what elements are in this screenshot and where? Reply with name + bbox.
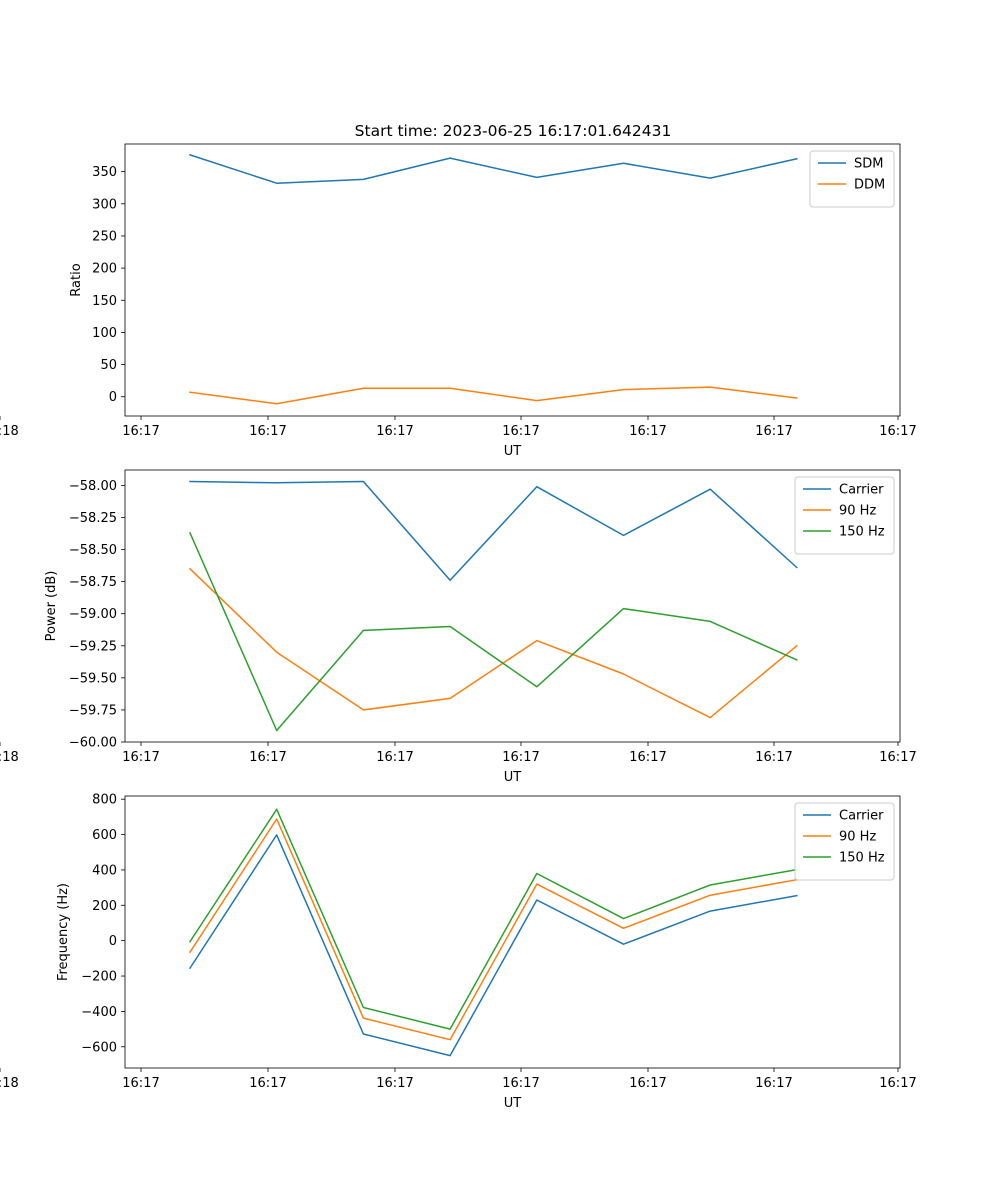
x-tick-label: 16:17 <box>376 424 413 439</box>
x-tick-label: 16:17 <box>502 750 539 765</box>
figure-title: Start time: 2023-06-25 16:17:01.642431 <box>355 122 672 140</box>
legend-label: DDM <box>854 178 885 193</box>
x-tick-label: 16:17 <box>629 750 666 765</box>
y-tick-label: −400 <box>81 1005 117 1020</box>
y-tick-label: 200 <box>92 899 117 914</box>
x-tick-label: 16:17 <box>122 1076 159 1091</box>
x-tick-label: 16:17 <box>376 1076 413 1091</box>
legend-label: SDM <box>854 157 883 172</box>
x-axis-label: UT <box>504 444 522 459</box>
y-tick-label: −600 <box>81 1040 117 1055</box>
axes-frame <box>124 795 901 1069</box>
legend-frame <box>794 802 895 881</box>
y-tick-label: 100 <box>92 326 117 341</box>
y-axis-label: Frequency (Hz) <box>56 883 71 981</box>
legend-frame <box>794 476 895 555</box>
series-line-150-hz <box>189 531 798 732</box>
series-line-90-hz <box>188 567 798 719</box>
x-tick-label: 16:17 <box>879 424 916 439</box>
y-tick-label: −59.50 <box>69 671 117 686</box>
legend-label: 90 Hz <box>839 830 876 845</box>
y-tick-label: 350 <box>92 165 117 180</box>
y-tick-label: 300 <box>92 197 117 212</box>
x-tick-label: 16:17 <box>249 424 286 439</box>
y-tick-label: −59.25 <box>69 639 117 654</box>
x-tick-label: 16:17 <box>502 424 539 439</box>
legend: Carrier 90 Hz 150 Hz <box>794 802 895 881</box>
x-tick-label: 16:17 <box>755 750 792 765</box>
y-tick-label: 800 <box>92 793 117 808</box>
x-tick-label: 16:17 <box>879 750 916 765</box>
x-tick-label: 16:18 <box>0 1076 19 1091</box>
legend-label: 90 Hz <box>839 504 876 519</box>
x-tick-label: 16:17 <box>502 1076 539 1091</box>
subplots: 16:17 16:17 16:17 16:17 16:17 16:17 16:17 16:18… <box>0 143 917 1111</box>
series-line-90-hz <box>188 818 798 1041</box>
subplot-3: 16:17 16:17 16:17 16:17 16:17 16:17 16:17 16:18… <box>0 793 917 1111</box>
x-axis-label: UT <box>504 770 522 785</box>
x-tick-label: 16:17 <box>376 750 413 765</box>
y-axis-label: Power (dB) <box>44 571 59 642</box>
x-tick-label: 16:18 <box>0 750 19 765</box>
x-tick-label: 16:17 <box>249 750 286 765</box>
x-tick-label: 16:17 <box>629 1076 666 1091</box>
x-tick-label: 16:17 <box>629 424 666 439</box>
y-tick-label: −58.00 <box>69 479 117 494</box>
y-axis-label: Ratio <box>69 263 84 296</box>
y-tick-label: 600 <box>92 828 117 843</box>
y-tick-label: −58.25 <box>69 511 117 526</box>
legend: SDM DDM <box>809 150 895 208</box>
y-tick-label: −59.75 <box>69 703 117 718</box>
legend-label: 150 Hz <box>839 525 885 540</box>
axes-frame <box>124 143 901 417</box>
subplot-1: 16:17 16:17 16:17 16:17 16:17 16:17 16:17 16:18… <box>0 143 917 459</box>
y-tick-label: −59.00 <box>69 607 117 622</box>
x-tick-label: 16:17 <box>122 424 159 439</box>
legend-label: 150 Hz <box>839 851 885 866</box>
x-tick-label: 16:17 <box>122 750 159 765</box>
subplot-2: 16:17 16:17 16:17 16:17 16:17 16:17 16:17 16:18… <box>0 469 917 785</box>
y-tick-label: 150 <box>92 294 117 309</box>
x-axis-label: UT <box>504 1096 522 1111</box>
y-tick-label: −60.00 <box>69 736 117 751</box>
legend-label: Carrier <box>839 809 884 824</box>
x-tick-label: 16:18 <box>0 424 19 439</box>
series-line-carrier <box>189 480 798 582</box>
y-tick-label: −58.75 <box>69 575 117 590</box>
axes-frame <box>124 469 901 743</box>
x-tick-label: 16:17 <box>879 1076 916 1091</box>
series-line-ddm <box>189 386 798 405</box>
legend-frame <box>809 150 895 208</box>
x-tick-label: 16:17 <box>755 424 792 439</box>
series-line-sdm <box>189 153 798 184</box>
y-tick-label: −58.50 <box>69 543 117 558</box>
x-tick-label: 16:17 <box>755 1076 792 1091</box>
x-tick-label: 16:17 <box>249 1076 286 1091</box>
y-tick-label: 0 <box>109 390 117 405</box>
y-tick-label: −200 <box>81 970 117 985</box>
series-line-150-hz <box>188 808 798 1030</box>
legend-label: Carrier <box>839 483 884 498</box>
y-tick-label: 0 <box>109 934 117 949</box>
series-line-carrier <box>188 834 798 1057</box>
y-tick-label: 400 <box>92 863 117 878</box>
y-tick-label: 50 <box>100 358 117 373</box>
legend: Carrier 90 Hz 150 Hz <box>794 476 895 555</box>
y-tick-label: 250 <box>92 229 117 244</box>
y-tick-label: 200 <box>92 262 117 277</box>
